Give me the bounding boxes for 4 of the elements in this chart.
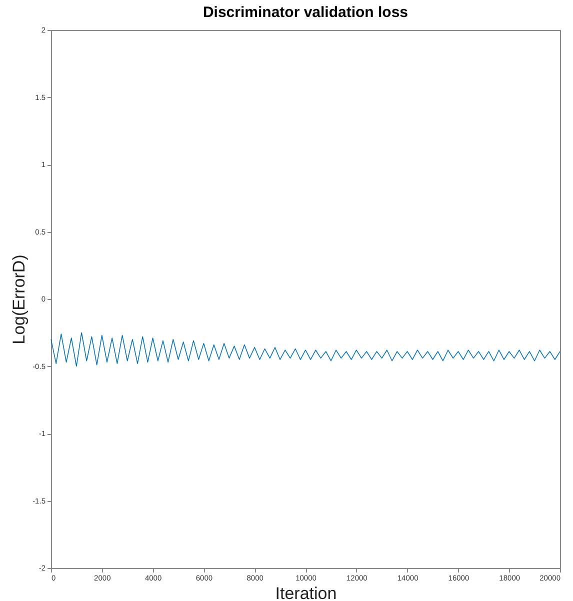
x-axis-title: Iteration: [275, 584, 337, 601]
y-axis-title: Log(ErrorD): [10, 254, 29, 344]
line-series: [50, 332, 560, 367]
chart-title: Discriminator validation loss: [202, 4, 408, 21]
